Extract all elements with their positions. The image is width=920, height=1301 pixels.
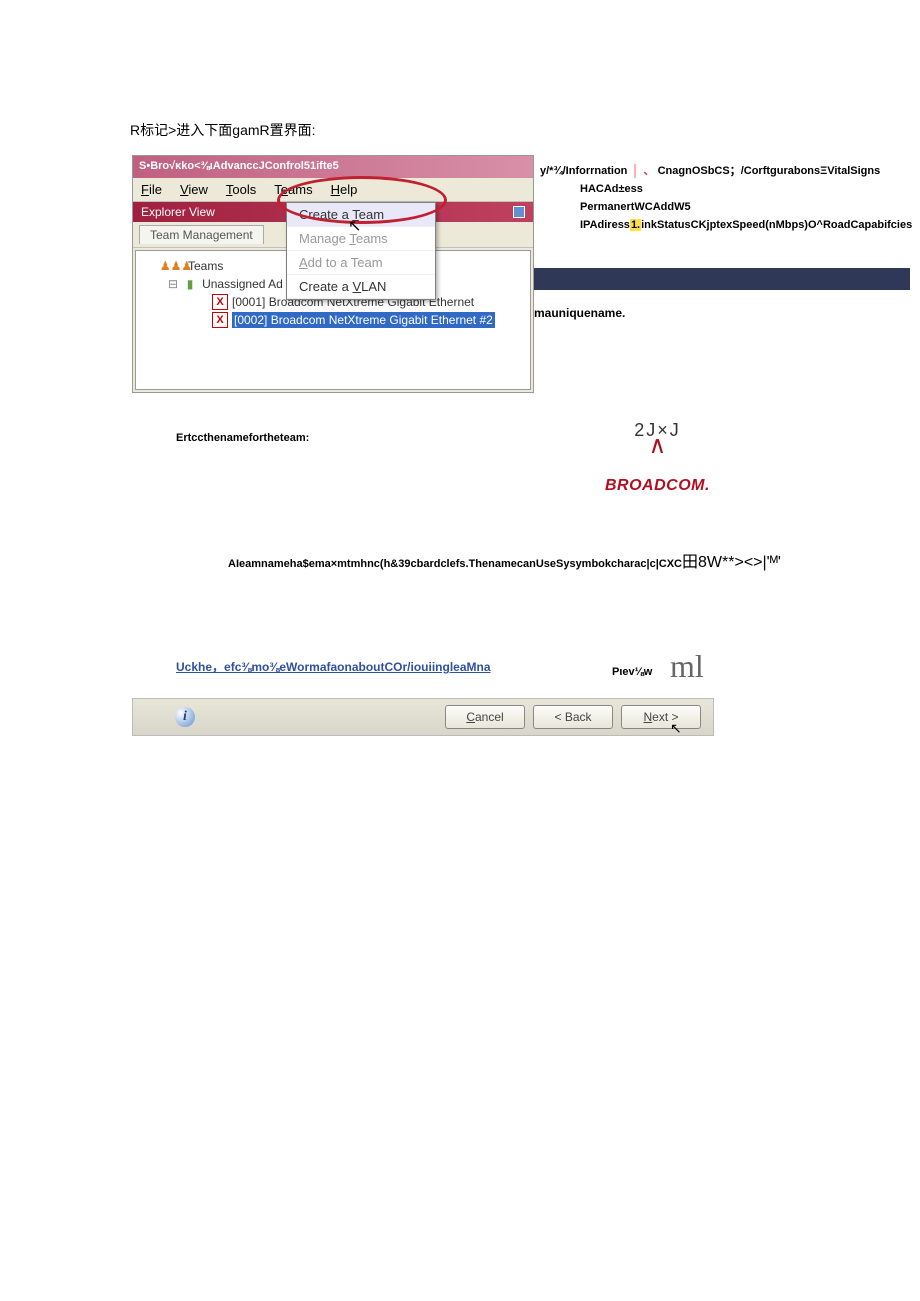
tree-unassigned-label: Unassigned Ad <box>202 277 283 291</box>
unique-name-text: mauniquename. <box>534 306 625 320</box>
wizard-button-bar: i Cancel < Back Next > ↖ <box>132 698 714 736</box>
page-title: R标记>进入下面gamR置界面: <box>130 120 316 140</box>
teams-icon: ♟♟♟ <box>168 258 184 274</box>
pin-icon[interactable] <box>513 206 525 218</box>
menu-teams[interactable]: Teams <box>274 182 312 197</box>
tab-team-management[interactable]: Team Management <box>139 225 264 244</box>
dropdown-manage-teams[interactable]: Manage Teams <box>287 227 435 251</box>
tree-teams-label: Teams <box>188 259 223 273</box>
info-ip-line: IPAdiress1.inkStatusCKjptexSpeed(nMbps)O… <box>580 216 912 234</box>
next-button[interactable]: Next > ↖ <box>621 705 701 729</box>
enter-name-label: Ertccthenamefortheteam: <box>176 432 309 444</box>
window-title-bar: S•Bro√κko<⅜ιAdvanccJConfrol51ifte5 <box>133 156 533 178</box>
highlight-1: 1. <box>630 219 641 231</box>
cancel-button[interactable]: Cancel <box>445 705 525 729</box>
tab-separator-icon <box>634 164 636 178</box>
menu-tools[interactable]: Tools <box>226 182 256 197</box>
menu-view[interactable]: View <box>180 182 208 197</box>
dark-header-bar <box>534 268 910 290</box>
adapter-x-icon: X <box>212 294 228 310</box>
dropdown-create-vlan[interactable]: Create a VLAN <box>287 275 435 299</box>
menu-file[interactable]: File <box>141 182 162 197</box>
broadcom-logo: 2J×J ∧ BROADCOM. <box>605 420 710 495</box>
right-tabs: y/*¾/Inforrnation 、 CnagnOSbCS；/Corftgur… <box>540 162 880 178</box>
menu-help[interactable]: Help <box>331 182 358 197</box>
explorer-view-label: Explorer View <box>141 205 215 219</box>
ml-text: ml <box>670 648 704 685</box>
folder-icon: ▮ <box>182 276 198 292</box>
adapter-x-icon: X <box>212 312 228 328</box>
info-icon[interactable]: i <box>175 707 195 727</box>
description-text: AIeamnameha$ema×mtmhnc(h&39cbardclefs.Th… <box>228 548 781 572</box>
logo-pulse-icon: ∧ <box>605 441 710 451</box>
help-link[interactable]: Uckhe，efc⅜mo⅜eWormafaonaboutCOr/iouiingl… <box>176 658 491 675</box>
cursor-icon: ↖ <box>670 720 682 737</box>
tab-information[interactable]: y/*¾/Inforrnation <box>540 165 627 177</box>
menu-bar: File View Tools Teams Help <box>133 178 533 202</box>
logo-brand-text: BROADCOM. <box>605 477 710 495</box>
tree-adapter2-label: [0002] Broadcom NetXtreme Gigabit Ethern… <box>232 312 495 328</box>
info-mac-address: HACAd±ess <box>580 180 912 198</box>
dropdown-add-to-team[interactable]: Add to a Team <box>287 251 435 275</box>
right-info-block: HACAd±ess PermanertWCAddW5 IPAdiress1.in… <box>580 180 912 234</box>
tree-adapter-2[interactable]: X [0002] Broadcom NetXtreme Gigabit Ethe… <box>140 311 526 329</box>
tab-rest[interactable]: CnagnOSbCS；/CorftgurabonsΞVitalSigns <box>658 165 881 177</box>
dropdown-create-team[interactable]: Create a Team <box>287 203 435 227</box>
back-button[interactable]: < Back <box>533 705 613 729</box>
preview-label: Pιev⅛w <box>612 666 652 678</box>
info-permanent-address: PermanertWCAddW5 <box>580 198 912 216</box>
teams-dropdown: Create a Team Manage Teams Add to a Team… <box>286 202 436 300</box>
